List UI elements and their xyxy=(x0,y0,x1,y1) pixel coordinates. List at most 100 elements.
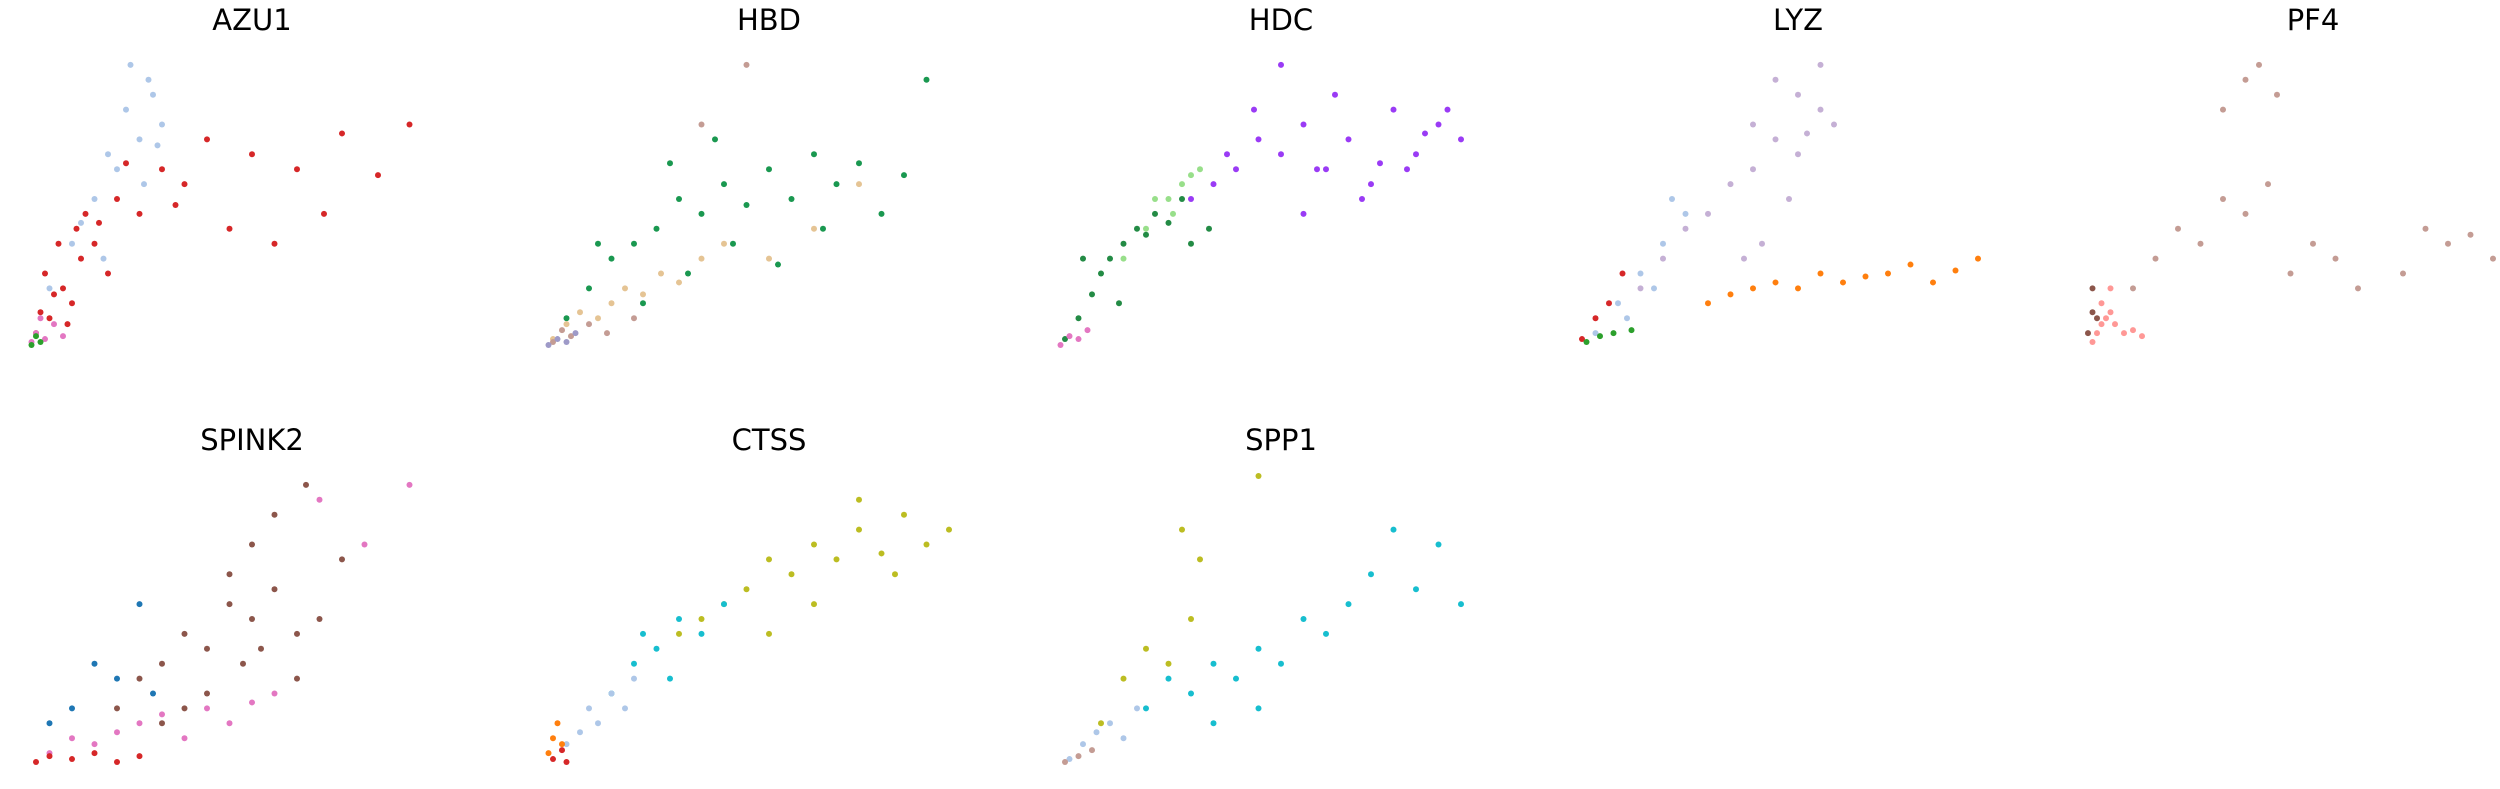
point xyxy=(46,285,53,292)
point xyxy=(127,61,134,68)
point xyxy=(1615,300,1621,307)
point xyxy=(2422,225,2429,232)
point xyxy=(33,333,39,340)
point xyxy=(595,720,601,727)
point xyxy=(1098,720,1104,727)
point xyxy=(676,616,682,622)
panel: SPINK2 xyxy=(33,423,413,766)
point xyxy=(1390,106,1397,113)
point xyxy=(114,166,120,173)
panel: AZU1 xyxy=(28,3,413,349)
point xyxy=(1188,172,1194,179)
point xyxy=(1197,166,1203,173)
point xyxy=(1795,91,1801,98)
point xyxy=(271,511,278,518)
point xyxy=(698,255,705,262)
point xyxy=(676,196,682,202)
point xyxy=(181,735,188,742)
point xyxy=(2094,315,2100,322)
point xyxy=(856,526,862,533)
point xyxy=(1660,255,1666,262)
point xyxy=(1062,759,1068,766)
point xyxy=(923,541,930,548)
point xyxy=(1368,181,1374,188)
point xyxy=(545,342,552,349)
point xyxy=(1089,291,1095,298)
point xyxy=(1224,151,1230,158)
point xyxy=(1255,705,1262,712)
point xyxy=(2265,181,2271,188)
point xyxy=(1444,106,1451,113)
point xyxy=(1089,747,1095,754)
point xyxy=(1206,225,1212,232)
point xyxy=(1435,541,1442,548)
point xyxy=(775,261,781,268)
point xyxy=(1592,315,1599,322)
point xyxy=(1597,333,1603,340)
point xyxy=(586,705,592,712)
point xyxy=(712,136,718,143)
point xyxy=(1840,279,1846,286)
point xyxy=(1075,315,1082,322)
point xyxy=(676,279,682,286)
point xyxy=(1804,130,1810,137)
point xyxy=(1817,270,1824,277)
point xyxy=(60,333,66,340)
point xyxy=(141,181,147,188)
point xyxy=(1907,261,1914,268)
point xyxy=(91,660,98,667)
panel: LYZ xyxy=(1579,3,1981,346)
point xyxy=(788,571,795,578)
point xyxy=(1323,630,1329,637)
point xyxy=(159,660,165,667)
point xyxy=(559,747,565,754)
point xyxy=(1170,210,1176,217)
point xyxy=(1165,196,1172,202)
point xyxy=(271,690,278,697)
point xyxy=(249,616,255,622)
point xyxy=(1323,166,1329,173)
point xyxy=(685,270,691,277)
point xyxy=(2089,309,2096,316)
point xyxy=(1134,705,1140,712)
point xyxy=(46,315,53,322)
point xyxy=(114,675,120,682)
point xyxy=(1188,196,1194,202)
point xyxy=(550,756,556,763)
point xyxy=(181,705,188,712)
point xyxy=(1233,675,1239,682)
point xyxy=(1458,601,1464,608)
point xyxy=(1795,151,1801,158)
point xyxy=(1255,645,1262,652)
point xyxy=(159,166,165,173)
point xyxy=(572,330,579,337)
point xyxy=(226,601,233,608)
point xyxy=(2467,231,2474,238)
point xyxy=(406,121,413,128)
point xyxy=(563,741,570,748)
point xyxy=(2256,61,2262,68)
point xyxy=(1165,219,1172,226)
point xyxy=(878,210,885,217)
point xyxy=(1300,616,1307,622)
point xyxy=(856,160,862,167)
point xyxy=(1345,136,1352,143)
point xyxy=(406,481,413,488)
point xyxy=(1080,255,1086,262)
point xyxy=(1862,273,1869,280)
point xyxy=(33,759,39,766)
point xyxy=(2242,76,2249,83)
point xyxy=(901,511,907,518)
point xyxy=(2274,91,2280,98)
point xyxy=(73,225,80,232)
point xyxy=(271,586,278,593)
point xyxy=(631,315,637,322)
point xyxy=(1885,270,1891,277)
point xyxy=(1278,660,1284,667)
point xyxy=(2085,330,2091,337)
point xyxy=(923,76,930,83)
point xyxy=(136,675,143,682)
point xyxy=(1120,240,1127,247)
point xyxy=(1152,210,1158,217)
point xyxy=(226,225,233,232)
